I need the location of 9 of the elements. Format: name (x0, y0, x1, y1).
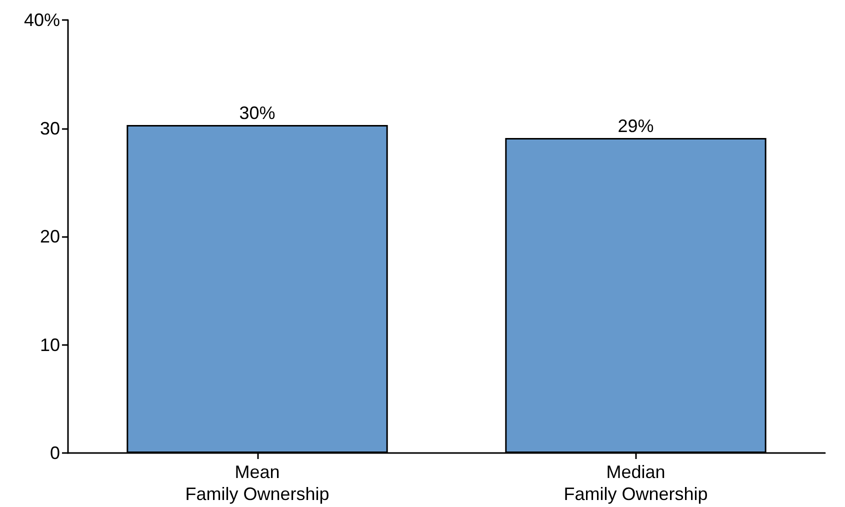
y-tick-label: 20 (40, 226, 60, 246)
x-tick-label: Median Family Ownership (564, 462, 708, 504)
data-label: 30% (239, 103, 276, 124)
y-tick-label: 0 (50, 443, 60, 463)
y-tick-label: 40% (24, 10, 60, 30)
y-tick-label: 10 (40, 334, 60, 355)
y-tick-label: 30 (40, 118, 60, 138)
x-tick-label: Mean Family Ownership (185, 462, 330, 504)
data-label: 29% (618, 116, 654, 136)
